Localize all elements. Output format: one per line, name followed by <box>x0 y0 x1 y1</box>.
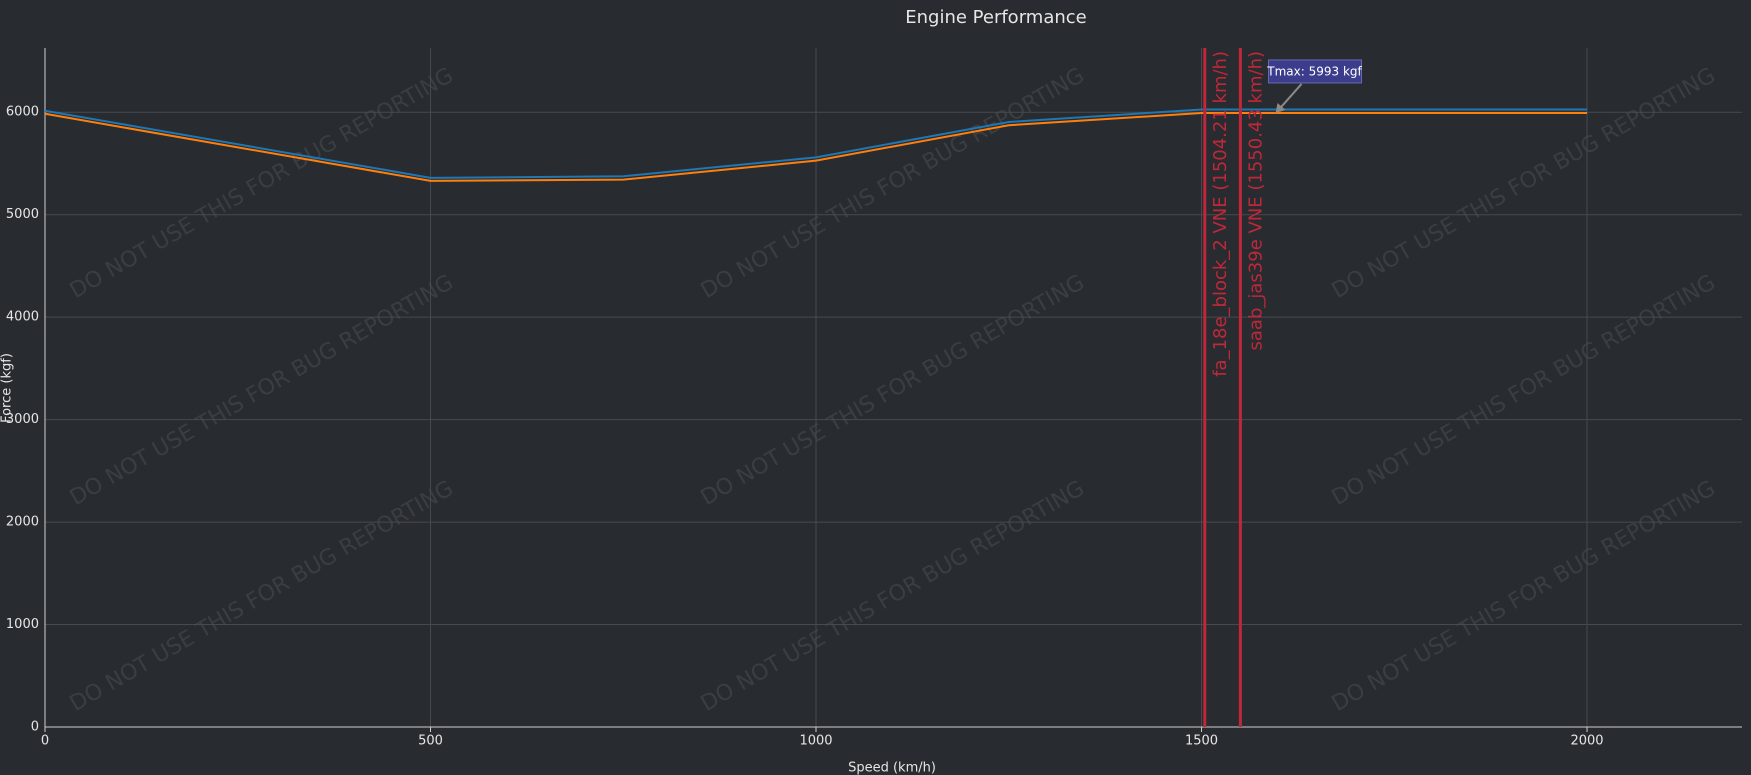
y-tick-label: 1000 <box>6 617 39 632</box>
chart-title: Engine Performance <box>905 7 1086 28</box>
vne-label: fa_18e_block_2 VNE (1504.21 km/h) <box>1210 51 1231 377</box>
y-axis-title: Force (kgf) <box>0 353 15 423</box>
annotation-arrow <box>1277 83 1303 111</box>
annotation-text: Tmax: 5993 kgf <box>1266 64 1362 78</box>
series-line <box>44 111 1588 182</box>
series-line <box>44 108 1588 179</box>
y-tick-label: 0 <box>31 720 39 735</box>
x-tick-label: 1500 <box>1185 734 1218 749</box>
x-axis-title: Speed (km/h) <box>848 761 936 775</box>
x-tick-label: 0 <box>41 734 49 749</box>
y-tick-label: 4000 <box>6 310 39 325</box>
y-tick-label: 2000 <box>6 515 39 530</box>
x-tick-label: 1000 <box>799 734 832 749</box>
y-tick-label: 3000 <box>6 412 39 427</box>
y-tick-label: 6000 <box>6 105 39 120</box>
vne-label: saab_jas39e VNE (1550.43 km/h) <box>1245 51 1266 350</box>
annotation-arrowhead <box>1275 102 1286 113</box>
annotation-box <box>1268 59 1363 84</box>
y-tick-label: 5000 <box>6 207 39 222</box>
x-tick-label: 2000 <box>1570 734 1603 749</box>
x-tick-label: 500 <box>418 734 443 749</box>
